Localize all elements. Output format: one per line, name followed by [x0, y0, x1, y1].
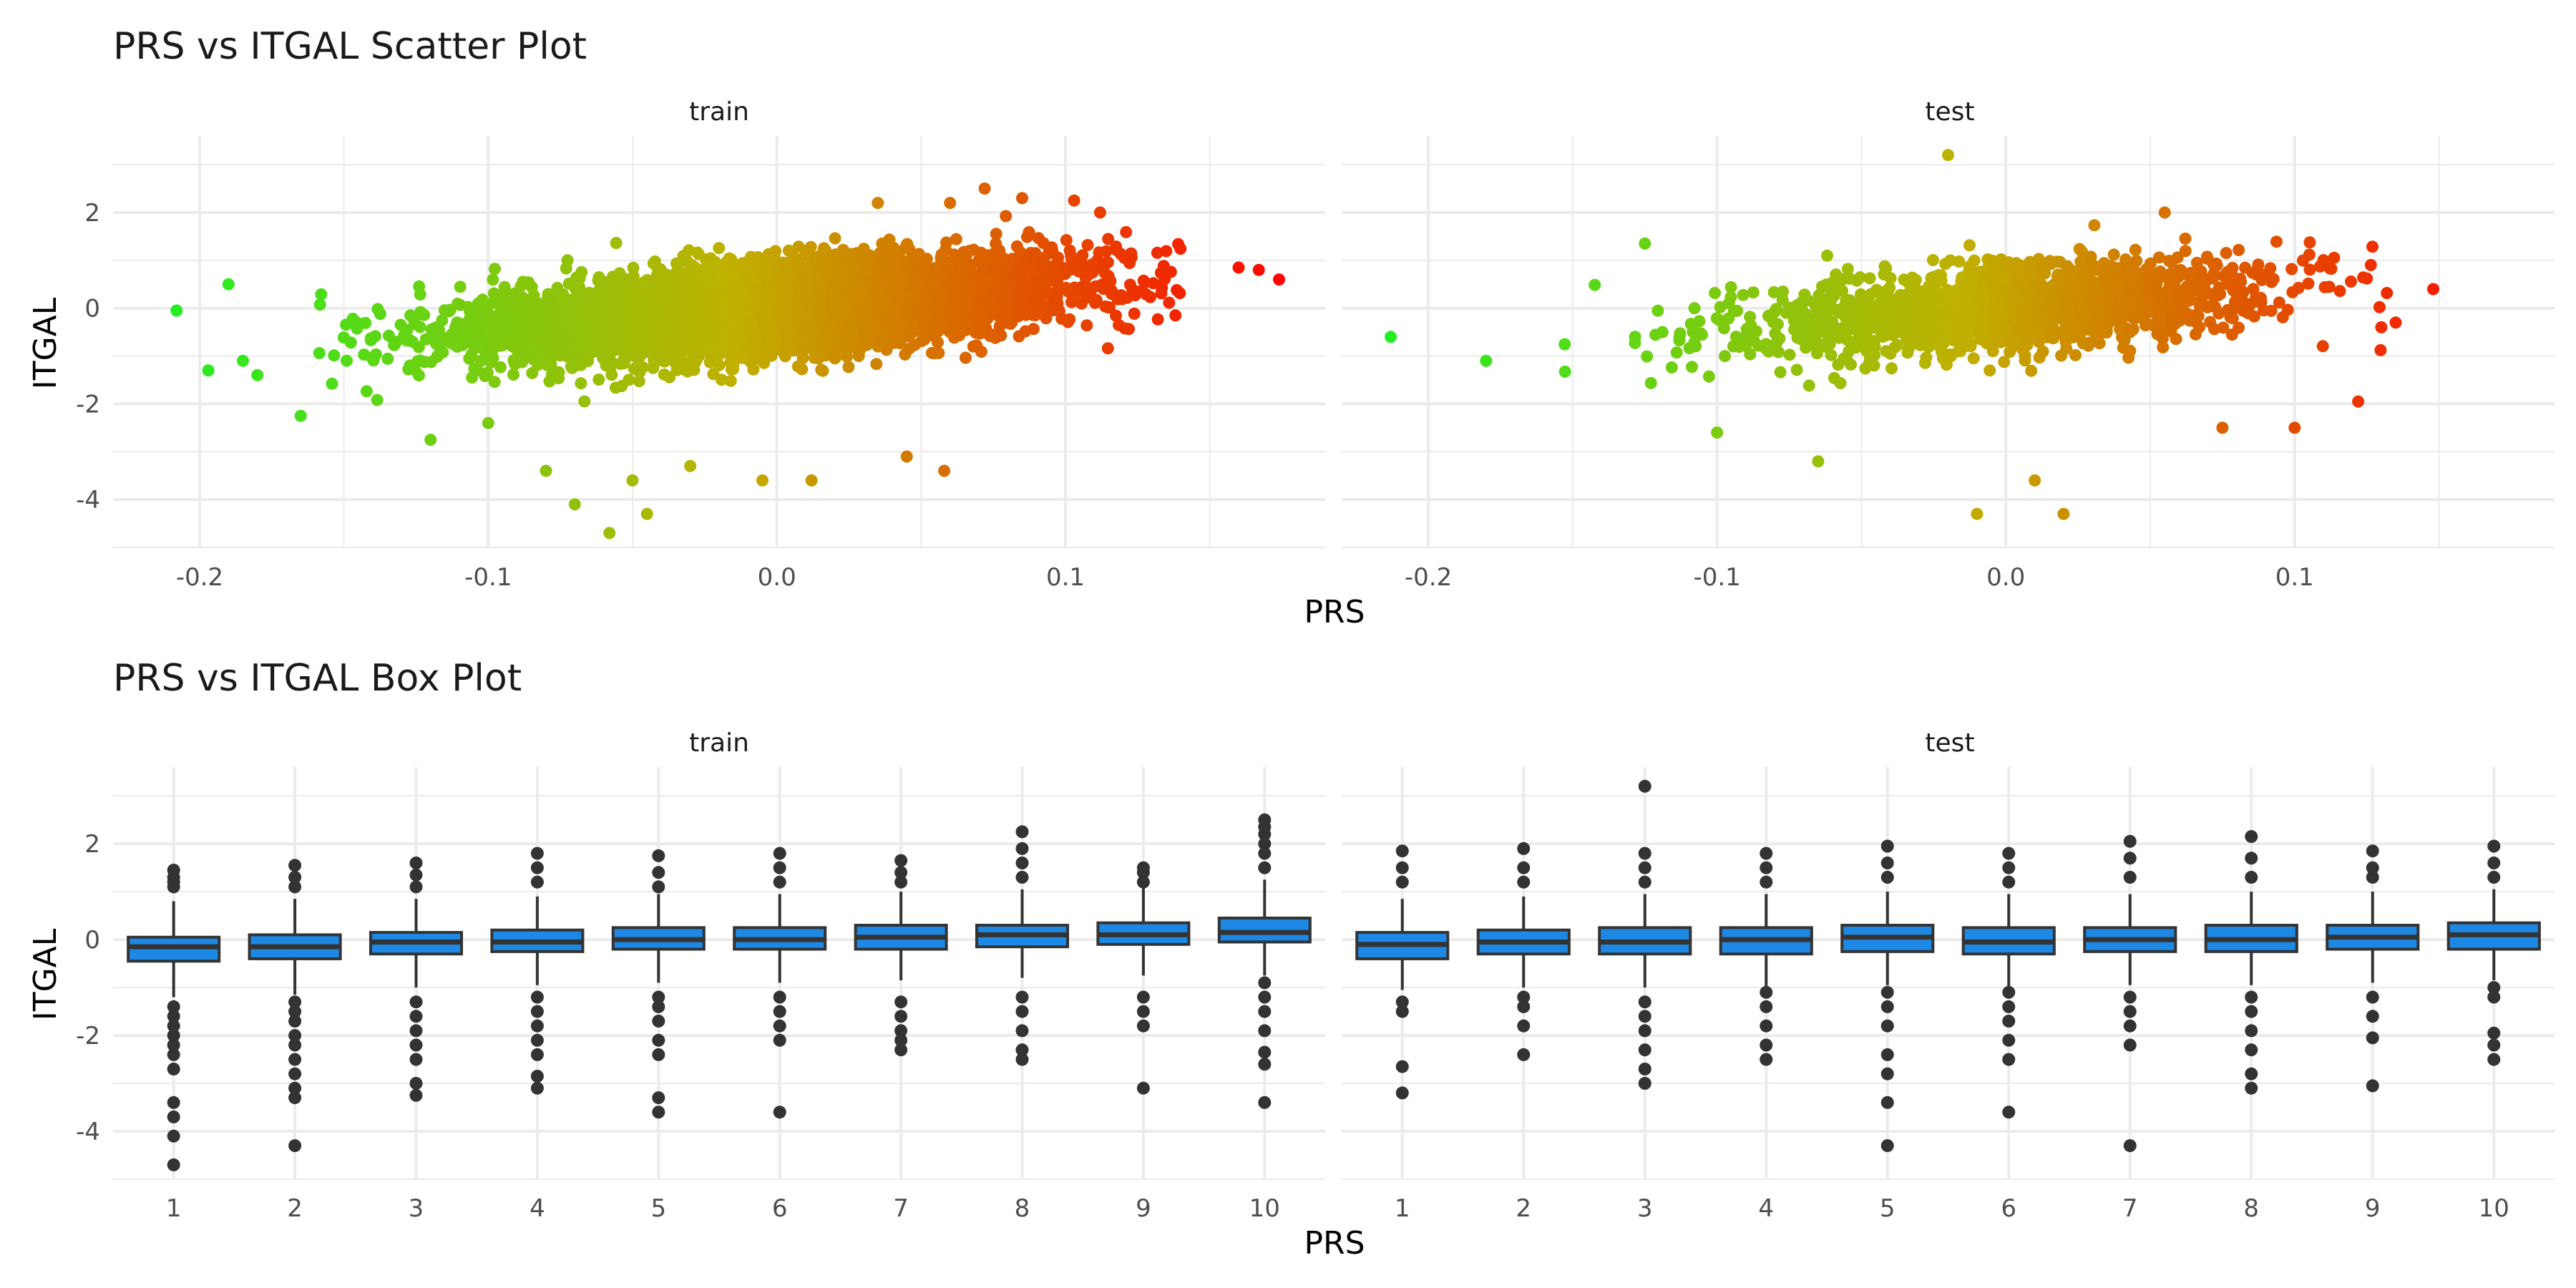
- scatter-facet-train-label: train: [689, 97, 749, 127]
- scatter-point: [418, 308, 431, 321]
- scatter-point: [1037, 237, 1050, 250]
- scatter-point: [1120, 225, 1133, 238]
- scatter-point: [623, 374, 635, 386]
- scatter-point: [610, 237, 623, 250]
- scatter-point: [816, 364, 829, 377]
- scatter-point: [804, 240, 817, 253]
- scatter-point: [425, 323, 438, 336]
- scatter-point: [633, 375, 645, 388]
- scatter-point: [1085, 258, 1098, 270]
- scatter-point: [443, 305, 456, 318]
- scatter-point: [769, 245, 782, 258]
- scatter-point: [648, 255, 661, 268]
- scatter-point: [829, 232, 841, 245]
- scatter-point: [414, 354, 426, 367]
- scatter-point: [409, 318, 421, 331]
- scatter-point: [381, 352, 394, 365]
- scatter-point: [842, 361, 855, 374]
- scatter-point: [658, 368, 670, 381]
- scatter-point: [1055, 312, 1068, 325]
- scatter-point: [857, 243, 870, 255]
- scatter-point: [1169, 309, 1182, 322]
- scatter-point: [1088, 296, 1101, 309]
- scatter-point: [1103, 301, 1116, 314]
- scatter-point: [509, 358, 522, 371]
- scatter-point: [1080, 319, 1093, 332]
- scatter-point: [1163, 296, 1176, 309]
- scatter-point: [1023, 226, 1035, 238]
- scatter-point: [326, 377, 338, 390]
- scatter-point: [344, 336, 357, 349]
- scatter-point: [970, 339, 983, 352]
- scatter-point: [744, 356, 757, 369]
- scatter-point: [481, 366, 494, 379]
- scatter-point: [960, 317, 972, 330]
- scatter-point: [489, 263, 501, 275]
- scatter-point: [540, 358, 553, 370]
- scatter-point: [436, 314, 449, 327]
- scatter-point: [723, 252, 736, 265]
- scatter-point: [609, 381, 622, 394]
- scatter-point: [315, 288, 328, 301]
- scatter-point: [1151, 313, 1164, 326]
- scatter-title: PRS vs ITGAL Scatter Plot: [113, 25, 587, 68]
- scatter-point: [1174, 243, 1187, 255]
- scatter-point: [328, 349, 341, 362]
- scatter-point: [808, 351, 821, 364]
- scatter-point: [487, 351, 499, 364]
- scatter-point: [341, 354, 353, 367]
- scatter-point: [360, 385, 373, 398]
- scatter-point: [990, 228, 1002, 240]
- scatter-point: [488, 376, 501, 389]
- scatter-point: [454, 280, 467, 293]
- scatter-point: [1156, 281, 1169, 294]
- scatter-point: [1154, 266, 1167, 279]
- scatter-point: [960, 351, 972, 364]
- scatter-facet-test-label: test: [1925, 97, 1974, 127]
- scatter-point: [627, 261, 640, 274]
- scatter-point: [692, 248, 705, 260]
- scatter-point: [1063, 244, 1076, 257]
- scatter-point: [514, 280, 527, 293]
- scatter-point: [758, 356, 771, 369]
- scatter-point: [713, 242, 726, 255]
- scatter-point: [575, 377, 587, 390]
- scatter-point: [870, 358, 883, 371]
- scatter-point: [313, 347, 326, 359]
- scatter-point: [452, 298, 464, 310]
- scatter-point: [578, 395, 591, 408]
- scatter-point: [592, 374, 605, 386]
- scatter-point: [575, 265, 588, 278]
- scatter-point: [1174, 287, 1186, 300]
- scatter-point: [436, 346, 449, 358]
- scatter-point: [1060, 234, 1073, 247]
- scatter-point: [1118, 322, 1131, 335]
- scatter-point: [487, 273, 499, 286]
- scatter-point: [1000, 210, 1013, 223]
- scatter-point: [1110, 309, 1122, 322]
- scatter-point: [683, 266, 696, 278]
- scatter-point: [313, 298, 326, 311]
- scatter-point: [560, 262, 572, 275]
- scatter-point: [1101, 342, 1114, 355]
- scatter-point: [552, 372, 565, 385]
- scatter-point: [841, 350, 854, 363]
- scatter-points-train: [170, 182, 1285, 540]
- scatter-panel-train: -0.2 -0.1 0.0 0.1-4-202: [76, 136, 1325, 592]
